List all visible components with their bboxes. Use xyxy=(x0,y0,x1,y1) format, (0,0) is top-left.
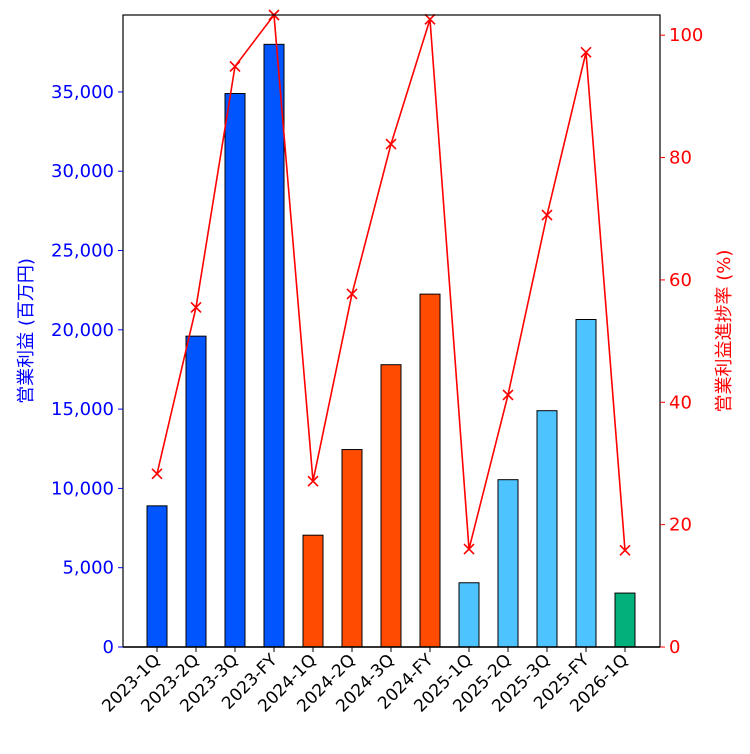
bar-2025-2Q xyxy=(497,479,519,648)
bar-2024-3Q xyxy=(380,364,402,648)
bar-2023-2Q xyxy=(185,335,207,648)
y-right-tick-label: 80 xyxy=(669,148,692,169)
progress-marker-2026-1Q xyxy=(619,544,631,556)
x-marker-icon xyxy=(151,468,163,480)
bar-2026-1Q xyxy=(614,592,636,648)
bar-2024-2Q xyxy=(341,449,363,648)
bar-2023-FY xyxy=(263,43,285,648)
y-left-tick-label: 20,000 xyxy=(51,320,114,341)
y-right-tick-label: 100 xyxy=(669,25,703,46)
x-marker-icon xyxy=(463,543,475,555)
x-marker-icon xyxy=(190,301,202,314)
y-left-tick-label: 15,000 xyxy=(51,399,114,420)
x-marker-icon xyxy=(580,46,592,58)
y-left-tick-label: 0 xyxy=(103,637,114,658)
progress-marker-2024-FY xyxy=(424,13,436,25)
y-right-tick-label: 60 xyxy=(669,270,692,291)
x-marker-icon xyxy=(385,138,397,150)
bar-2023-3Q xyxy=(224,93,246,648)
progress-marker-2023-1Q xyxy=(151,468,163,480)
progress-line-layer xyxy=(151,9,631,556)
bar-2024-FY xyxy=(419,293,441,648)
x-marker-icon xyxy=(541,209,553,221)
bar-2024-1Q xyxy=(302,534,324,648)
bar-2025-3Q xyxy=(536,410,558,648)
x-marker-icon xyxy=(502,389,514,401)
bar-2025-1Q xyxy=(458,582,480,648)
y-left-tick-label: 10,000 xyxy=(51,478,114,499)
y-left-tick-label: 5,000 xyxy=(62,558,114,579)
progress-marker-2025-FY xyxy=(580,46,592,58)
y-left-tick-label: 35,000 xyxy=(51,82,114,103)
y-right-tick-label: 0 xyxy=(669,637,680,658)
bars-layer xyxy=(146,43,636,648)
x-marker-icon xyxy=(424,13,436,25)
x-marker-icon xyxy=(346,288,358,300)
y-right-tick-label: 20 xyxy=(669,515,692,536)
progress-marker-2025-1Q xyxy=(463,543,475,555)
progress-marker-2025-2Q xyxy=(502,389,514,401)
y-left-tick-label: 30,000 xyxy=(51,161,114,182)
y-axis-right-label: 営業利益進捗率 (%) xyxy=(714,250,735,413)
y-axis-left-label: 営業利益 (百万円) xyxy=(16,258,37,404)
x-marker-icon xyxy=(619,544,631,556)
y-right-tick-label: 40 xyxy=(669,392,692,413)
progress-marker-2024-3Q xyxy=(385,138,397,150)
progress-marker-2024-2Q xyxy=(346,288,358,300)
progress-marker-2024-1Q xyxy=(307,475,319,487)
progress-marker-2023-3Q xyxy=(229,60,241,72)
x-marker-icon xyxy=(307,475,319,487)
y-left-tick-label: 25,000 xyxy=(51,241,114,262)
progress-marker-2023-2Q xyxy=(190,301,202,314)
progress-marker-2025-3Q xyxy=(541,209,553,221)
bar-2023-1Q xyxy=(146,505,168,648)
bar-2025-FY xyxy=(575,319,597,648)
x-marker-icon xyxy=(229,60,241,72)
